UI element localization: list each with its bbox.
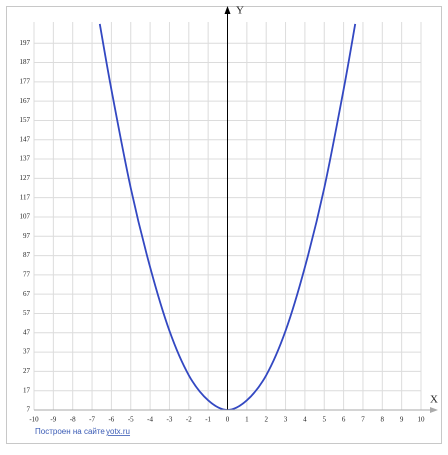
y-tick-label: 77 — [23, 270, 31, 278]
y-tick-label: 147 — [20, 135, 31, 143]
x-tick-label: 9 — [400, 416, 404, 424]
x-axis-label: X — [430, 394, 438, 406]
curve — [98, 23, 357, 410]
y-tick-label: 67 — [23, 290, 31, 298]
x-tick-label: 1 — [245, 416, 249, 424]
y-tick-label: 117 — [20, 193, 31, 201]
y-axis-label: Y — [236, 5, 244, 17]
y-tick-label: 167 — [20, 97, 31, 105]
x-tick-label: 2 — [264, 416, 268, 424]
y-tick-label: 157 — [20, 116, 31, 124]
x-tick-label: -5 — [128, 416, 134, 424]
y-axis-arrow — [224, 6, 231, 14]
x-tick-label: 5 — [323, 416, 327, 424]
x-tick-label: 7 — [361, 416, 365, 424]
x-tick-label: 4 — [303, 416, 307, 424]
y-tick-label: 137 — [20, 155, 31, 163]
x-tick-label: 10 — [418, 416, 426, 424]
x-tick-label: -10 — [29, 416, 39, 424]
x-tick-label: 3 — [284, 416, 288, 424]
frame — [6, 6, 442, 444]
credit-link[interactable]: yotx.ru — [106, 427, 130, 436]
y-tick-label: 177 — [20, 77, 31, 85]
x-tick-label: 8 — [381, 416, 385, 424]
y-tick-label: 107 — [20, 213, 31, 221]
y-tick-label: 57 — [23, 309, 31, 317]
x-tick-label: 0 — [226, 416, 230, 424]
x-tick-label: -2 — [186, 416, 192, 424]
y-tick-label: 187 — [20, 58, 31, 66]
x-tick-label: -4 — [147, 416, 153, 424]
x-tick-label: -1 — [205, 416, 211, 424]
x-tick-label: -3 — [167, 416, 173, 424]
x-tick-label: -9 — [50, 416, 56, 424]
x-axis-arrow — [430, 407, 438, 413]
credit-text: Построен на сайте — [35, 427, 105, 436]
y-tick-label: 97 — [23, 232, 31, 240]
y-tick-label: 127 — [20, 174, 31, 182]
x-tick-label: 6 — [342, 416, 346, 424]
y-tick-label: 87 — [23, 251, 31, 259]
y-tick-label: 7 — [27, 406, 31, 414]
y-tick-label: 37 — [23, 348, 31, 356]
x-tick-label: -7 — [89, 416, 95, 424]
x-tick-label: -8 — [70, 416, 76, 424]
y-tick-label: 197 — [20, 39, 31, 47]
y-tick-label: 27 — [23, 367, 31, 375]
y-tick-label: 17 — [23, 386, 31, 394]
y-tick-label: 47 — [23, 328, 31, 336]
x-tick-label: -6 — [108, 416, 114, 424]
